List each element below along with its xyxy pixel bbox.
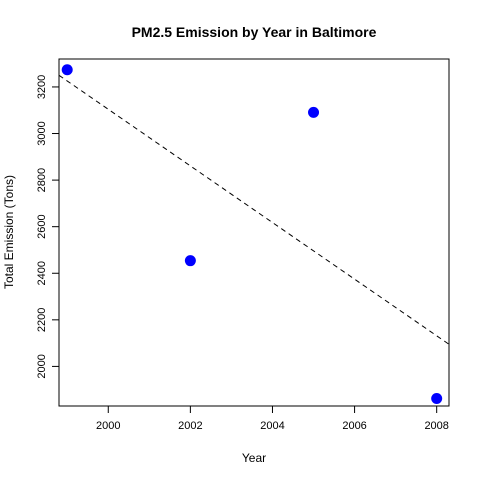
data-point-1999 [61, 64, 73, 76]
y-axis-label: Total Emission (Tons) [2, 175, 16, 289]
y-tick-label-2000: 2000 [36, 354, 48, 378]
y-tick-label-2400: 2400 [36, 261, 48, 285]
trendline [58, 74, 450, 345]
y-tick-label-2200: 2200 [36, 308, 48, 332]
data-point-2008 [431, 393, 443, 405]
trendline-layer [58, 74, 450, 345]
plot-area-frame [58, 58, 450, 407]
y-tick-label-2800: 2800 [36, 168, 48, 192]
y-axis: 2000 2200 2400 2600 2800 3000 3200 [36, 75, 59, 379]
x-tick-label-2000: 2000 [96, 420, 120, 432]
y-tick-label-3000: 3000 [36, 121, 48, 145]
y-tick-label-2600: 2600 [36, 214, 48, 238]
x-tick-label-2002: 2002 [178, 420, 202, 432]
data-point-2005 [308, 106, 320, 118]
chart-title: PM2.5 Emission by Year in Baltimore [132, 24, 377, 40]
x-axis: 2000 2002 2004 2006 2008 [96, 406, 449, 432]
data-point-2002 [184, 255, 196, 267]
y-tick-label-3200: 3200 [36, 75, 48, 99]
x-axis-label: Year [242, 451, 266, 465]
points-layer [61, 64, 443, 405]
x-tick-label-2008: 2008 [424, 420, 448, 432]
x-tick-label-2006: 2006 [342, 420, 366, 432]
x-tick-label-2004: 2004 [260, 420, 284, 432]
